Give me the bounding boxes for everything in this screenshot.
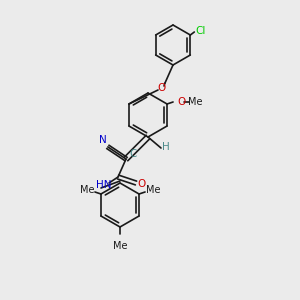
- Text: O: O: [138, 179, 146, 189]
- Text: O: O: [177, 97, 185, 107]
- Text: N: N: [99, 135, 107, 145]
- Text: Me: Me: [146, 185, 160, 195]
- Text: Me: Me: [188, 97, 202, 107]
- Text: HN: HN: [96, 180, 112, 190]
- Text: H: H: [162, 142, 170, 152]
- Text: Cl: Cl: [195, 26, 206, 36]
- Text: O: O: [157, 83, 165, 93]
- Text: Me: Me: [80, 185, 94, 195]
- Text: C: C: [129, 149, 137, 159]
- Text: Me: Me: [113, 241, 127, 251]
